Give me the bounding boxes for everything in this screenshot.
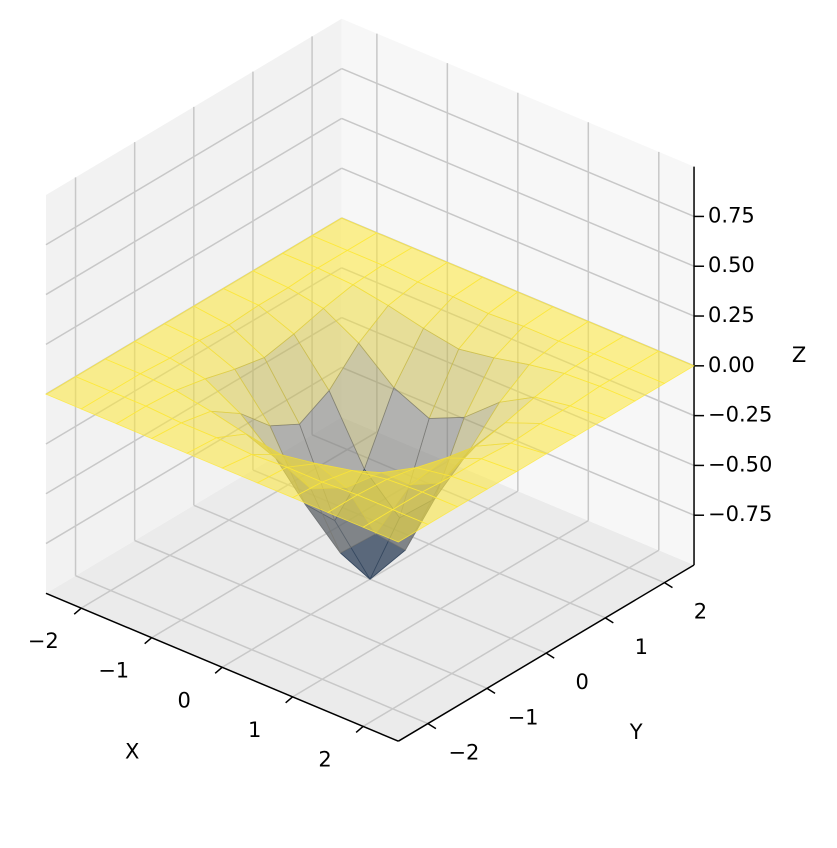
z-tick-label: −0.75: [708, 502, 772, 526]
grid-line: [341, 167, 695, 317]
y-tick-label: 1: [635, 635, 648, 659]
z-tick-label: 0.50: [708, 253, 755, 277]
tick-mark: [604, 617, 614, 624]
tick-mark: [427, 722, 437, 730]
tick-mark: [144, 637, 153, 645]
grid-line: [45, 67, 343, 246]
y-tick-label: 2: [694, 600, 707, 624]
y-axis-label: Y: [629, 720, 643, 744]
x-tick-label: −2: [28, 629, 59, 653]
y-tick-label: −2: [448, 741, 479, 765]
tick-mark: [285, 696, 294, 704]
tick-mark: [664, 581, 673, 589]
y-tick-label: −1: [508, 705, 539, 729]
grid-line: [341, 67, 695, 218]
z-axis-label: Z: [792, 343, 806, 367]
z-tick-label: 0.00: [708, 353, 755, 377]
tick-mark: [545, 652, 555, 659]
z-tick-label: −0.50: [708, 452, 772, 476]
x-tick-label: 2: [318, 747, 331, 771]
z-tick-label: 0.75: [708, 203, 755, 227]
y-tick-label: 0: [576, 670, 589, 694]
tick-mark: [73, 607, 82, 615]
grid-line: [134, 539, 488, 690]
y-axis: [397, 564, 695, 742]
grid-line: [341, 117, 695, 267]
x-axis-label: X: [125, 739, 139, 763]
tick-mark: [355, 725, 364, 733]
surface-patch: [362, 509, 429, 543]
tick-mark: [486, 687, 496, 694]
grid-line: [45, 117, 343, 296]
x-axis: [45, 592, 399, 742]
x-tick-label: 1: [248, 718, 261, 742]
x-tick-label: −1: [98, 659, 129, 683]
tick-mark: [214, 666, 223, 674]
z-tick-label: −0.25: [708, 403, 772, 427]
grid-line: [45, 167, 343, 346]
z-tick-label: 0.25: [708, 303, 755, 327]
grid-line: [75, 575, 429, 725]
x-tick-label: 0: [177, 688, 190, 712]
